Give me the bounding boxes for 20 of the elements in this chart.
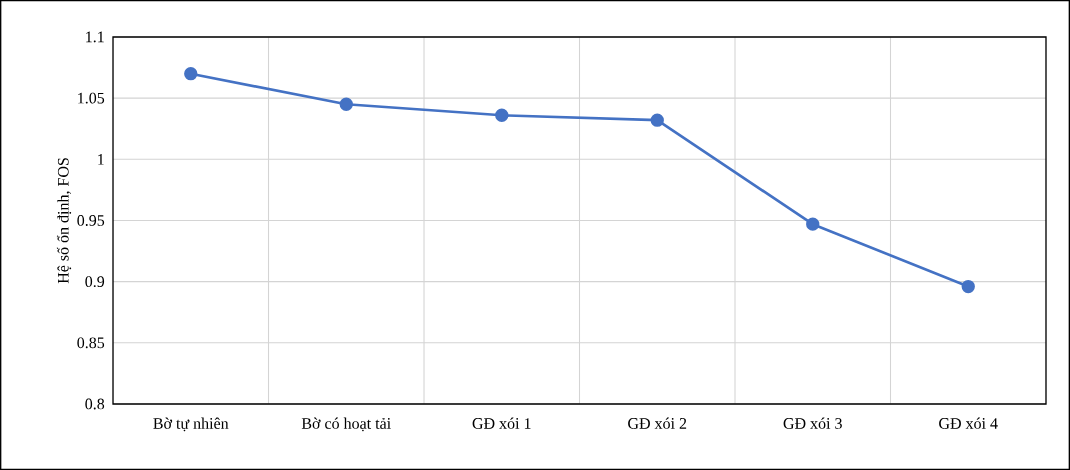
x-tick-label: GĐ xói 4	[939, 417, 998, 429]
y-tick-label: 0.95	[77, 215, 105, 226]
y-tick-label: 1.1	[86, 31, 104, 43]
point	[495, 108, 509, 122]
x-tick-label: Bờ có hoạt tải	[301, 417, 391, 432]
point	[339, 97, 353, 111]
point	[961, 279, 975, 294]
x-tick-label: GĐ xói 3	[783, 417, 842, 429]
y-tick-label: 1	[98, 154, 104, 165]
x-tick-label: GĐ xói 1	[472, 417, 531, 429]
y-tick-label: 0.85	[77, 337, 105, 349]
y-tick-label: 0.8	[85, 398, 105, 410]
y-tick-label: 0.9	[85, 276, 105, 288]
point	[650, 113, 664, 127]
point	[184, 67, 198, 81]
y-tick-label: 1.05	[78, 92, 105, 104]
point	[806, 217, 820, 231]
x-tick-label: Bờ tự nhiên	[153, 417, 229, 432]
y-axis-title: Hệ số ổn định, FOS	[56, 158, 72, 284]
x-tick-label: GĐ xói 2	[628, 417, 687, 429]
